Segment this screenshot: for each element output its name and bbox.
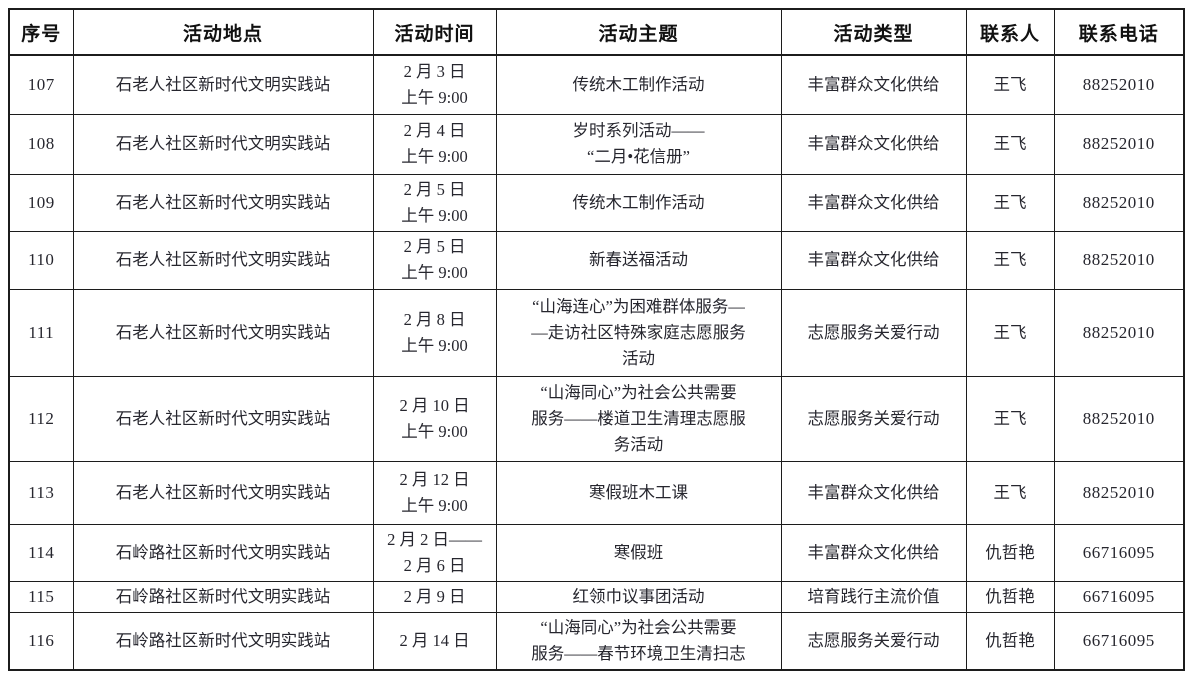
- cell-contact: 王飞: [965, 173, 1055, 232]
- table-row: 109 石老人社区新时代文明实践站 2 月 5 日 上午 9:00 传统木工制作…: [8, 173, 1185, 232]
- activity-schedule: 序号 活动地点 活动时间 活动主题 活动类型 联系人 联系电话 107 石老人社…: [8, 8, 1185, 671]
- cell-contact: 王飞: [965, 288, 1055, 377]
- cell-time: 2 月 14 日: [372, 611, 497, 671]
- cell-type: 志愿服务关爱行动: [780, 288, 967, 377]
- cell-location: 石老人社区新时代文明实践站: [72, 288, 374, 377]
- cell-theme: “山海同心”为社会公共需要 服务——春节环境卫生清扫志: [495, 611, 782, 671]
- cell-type: 丰富群众文化供给: [780, 523, 967, 582]
- cell-type: 志愿服务关爱行动: [780, 375, 967, 462]
- cell-phone: 88252010: [1053, 375, 1185, 462]
- cell-time: 2 月 9 日: [372, 580, 497, 613]
- cell-serial: 110: [8, 230, 74, 290]
- table-row: 113 石老人社区新时代文明实践站 2 月 12 日 上午 9:00 寒假班木工…: [8, 460, 1185, 525]
- cell-time: 2 月 12 日 上午 9:00: [372, 460, 497, 525]
- cell-phone: 66716095: [1053, 580, 1185, 613]
- cell-location: 石岭路社区新时代文明实践站: [72, 523, 374, 582]
- cell-type: 培育践行主流价值: [780, 580, 967, 613]
- cell-phone: 88252010: [1053, 460, 1185, 525]
- cell-serial: 109: [8, 173, 74, 232]
- cell-theme: “山海同心”为社会公共需要 服务——楼道卫生清理志愿服 务活动: [495, 375, 782, 462]
- cell-contact: 仇哲艳: [965, 523, 1055, 582]
- cell-contact: 王飞: [965, 230, 1055, 290]
- cell-serial: 114: [8, 523, 74, 582]
- table-row: 110 石老人社区新时代文明实践站 2 月 5 日 上午 9:00 新春送福活动…: [8, 230, 1185, 290]
- cell-location: 石老人社区新时代文明实践站: [72, 113, 374, 175]
- col-header-location: 活动地点: [72, 8, 374, 56]
- cell-theme: 传统木工制作活动: [495, 54, 782, 115]
- cell-serial: 113: [8, 460, 74, 525]
- col-header-phone: 联系电话: [1053, 8, 1185, 56]
- cell-type: 丰富群众文化供给: [780, 173, 967, 232]
- table-row: 108 石老人社区新时代文明实践站 2 月 4 日 上午 9:00 岁时系列活动…: [8, 113, 1185, 175]
- table-row: 116 石岭路社区新时代文明实践站 2 月 14 日 “山海同心”为社会公共需要…: [8, 611, 1185, 671]
- cell-serial: 111: [8, 288, 74, 377]
- cell-phone: 88252010: [1053, 230, 1185, 290]
- cell-serial: 108: [8, 113, 74, 175]
- cell-theme: 传统木工制作活动: [495, 173, 782, 232]
- cell-contact: 王飞: [965, 113, 1055, 175]
- cell-phone: 88252010: [1053, 288, 1185, 377]
- cell-contact: 王飞: [965, 54, 1055, 115]
- cell-location: 石岭路社区新时代文明实践站: [72, 580, 374, 613]
- cell-serial: 116: [8, 611, 74, 671]
- cell-location: 石老人社区新时代文明实践站: [72, 230, 374, 290]
- cell-type: 丰富群众文化供给: [780, 54, 967, 115]
- cell-time: 2 月 3 日 上午 9:00: [372, 54, 497, 115]
- cell-location: 石老人社区新时代文明实践站: [72, 54, 374, 115]
- cell-theme: 岁时系列活动—— “二月•花信册”: [495, 113, 782, 175]
- cell-phone: 88252010: [1053, 54, 1185, 115]
- cell-time: 2 月 8 日 上午 9:00: [372, 288, 497, 377]
- cell-serial: 107: [8, 54, 74, 115]
- cell-theme: “山海连心”为困难群体服务— —走访社区特殊家庭志愿服务 活动: [495, 288, 782, 377]
- cell-phone: 88252010: [1053, 113, 1185, 175]
- col-header-type: 活动类型: [780, 8, 967, 56]
- cell-time: 2 月 5 日 上午 9:00: [372, 173, 497, 232]
- table-row: 112 石老人社区新时代文明实践站 2 月 10 日 上午 9:00 “山海同心…: [8, 375, 1185, 462]
- cell-type: 丰富群众文化供给: [780, 460, 967, 525]
- cell-phone: 88252010: [1053, 173, 1185, 232]
- cell-theme: 寒假班: [495, 523, 782, 582]
- cell-phone: 66716095: [1053, 523, 1185, 582]
- table-header-row: 序号 活动地点 活动时间 活动主题 活动类型 联系人 联系电话: [8, 8, 1185, 56]
- cell-time: 2 月 2 日—— 2 月 6 日: [372, 523, 497, 582]
- cell-time: 2 月 4 日 上午 9:00: [372, 113, 497, 175]
- col-header-time: 活动时间: [372, 8, 497, 56]
- table-row: 115 石岭路社区新时代文明实践站 2 月 9 日 红领巾议事团活动 培育践行主…: [8, 580, 1185, 613]
- cell-serial: 112: [8, 375, 74, 462]
- cell-theme: 寒假班木工课: [495, 460, 782, 525]
- cell-theme: 红领巾议事团活动: [495, 580, 782, 613]
- cell-location: 石老人社区新时代文明实践站: [72, 173, 374, 232]
- cell-contact: 王飞: [965, 375, 1055, 462]
- cell-contact: 仇哲艳: [965, 580, 1055, 613]
- cell-time: 2 月 10 日 上午 9:00: [372, 375, 497, 462]
- cell-phone: 66716095: [1053, 611, 1185, 671]
- col-header-theme: 活动主题: [495, 8, 782, 56]
- table-row: 107 石老人社区新时代文明实践站 2 月 3 日 上午 9:00 传统木工制作…: [8, 54, 1185, 115]
- cell-type: 丰富群众文化供给: [780, 230, 967, 290]
- table-row: 114 石岭路社区新时代文明实践站 2 月 2 日—— 2 月 6 日 寒假班 …: [8, 523, 1185, 582]
- cell-type: 丰富群众文化供给: [780, 113, 967, 175]
- col-header-contact: 联系人: [965, 8, 1055, 56]
- activity-table: 序号 活动地点 活动时间 活动主题 活动类型 联系人 联系电话 107 石老人社…: [8, 8, 1185, 671]
- cell-location: 石老人社区新时代文明实践站: [72, 460, 374, 525]
- cell-contact: 仇哲艳: [965, 611, 1055, 671]
- cell-serial: 115: [8, 580, 74, 613]
- cell-contact: 王飞: [965, 460, 1055, 525]
- cell-location: 石老人社区新时代文明实践站: [72, 375, 374, 462]
- cell-time: 2 月 5 日 上午 9:00: [372, 230, 497, 290]
- cell-theme: 新春送福活动: [495, 230, 782, 290]
- table-row: 111 石老人社区新时代文明实践站 2 月 8 日 上午 9:00 “山海连心”…: [8, 288, 1185, 377]
- cell-location: 石岭路社区新时代文明实践站: [72, 611, 374, 671]
- col-header-serial: 序号: [8, 8, 74, 56]
- cell-type: 志愿服务关爱行动: [780, 611, 967, 671]
